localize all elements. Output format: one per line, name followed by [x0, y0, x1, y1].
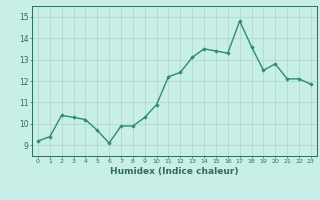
- X-axis label: Humidex (Indice chaleur): Humidex (Indice chaleur): [110, 167, 239, 176]
